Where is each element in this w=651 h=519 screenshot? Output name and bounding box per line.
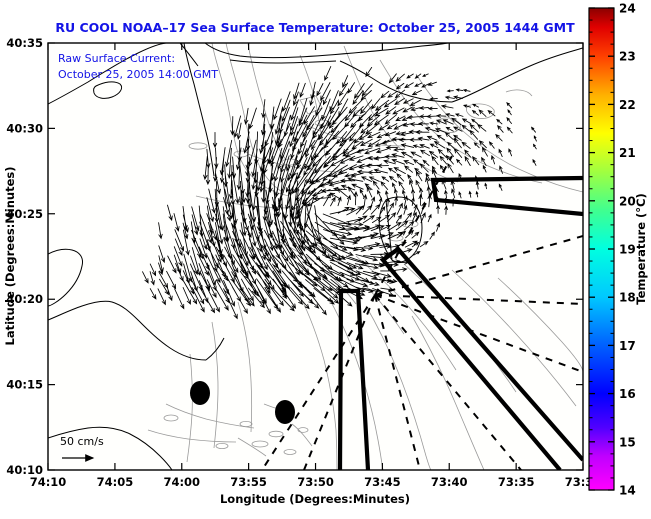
colorbar-label: Temperature (°C)	[634, 193, 648, 304]
scale-legend: 50 cm/s	[60, 435, 104, 462]
colorbar-tick-label: 15	[619, 435, 636, 449]
colorbar-tick-label: 24	[619, 2, 636, 16]
y-tick-label: 40:20	[6, 292, 43, 306]
colorbar-tick-label: 19	[619, 243, 636, 257]
colorbar-ticks: 14 15 16 17 18 19 20 21 22 23 24	[589, 2, 636, 498]
x-tick-label: 74:10	[30, 475, 67, 489]
annotation-line-1: Raw Surface Current:	[58, 52, 175, 65]
y-tick-label: 40:15	[6, 378, 43, 392]
colorbar-tick-label: 21	[619, 146, 636, 160]
radar-coverage-wedges	[337, 175, 583, 470]
surface-current-quiver-field	[142, 66, 537, 320]
y-axis-label: Latitude (Degrees:Minutes)	[3, 167, 17, 346]
y-tick-label: 40:25	[6, 207, 43, 221]
x-tick-label: 73:40	[431, 475, 468, 489]
station-marker	[275, 400, 295, 424]
colorbar-tick-label: 16	[619, 387, 636, 401]
x-tick-label: 73:35	[498, 475, 535, 489]
colorbar-tick-label: 18	[619, 291, 636, 305]
y-axis-ticks: 40:10 40:15 40:20 40:25 40:30 40:35	[6, 36, 583, 477]
x-tick-label: 73:55	[230, 475, 267, 489]
station-markers	[190, 381, 295, 424]
page-title: RU COOL NOAA–17 Sea Surface Temperature:…	[55, 20, 575, 35]
station-marker	[190, 381, 210, 405]
x-tick-label: 74:05	[97, 475, 134, 489]
current-vectors	[142, 66, 537, 320]
colorbar-tick-label: 22	[619, 98, 636, 112]
colorbar-tick-label: 23	[619, 50, 636, 64]
colorbar-tick-label: 20	[619, 194, 636, 208]
scale-legend-label: 50 cm/s	[60, 435, 104, 448]
y-tick-label: 40:10	[6, 463, 43, 477]
x-axis-ticks: 74:10 74:05 74:00 73:55 73:50 73:45 73:40 73:35…	[30, 43, 601, 489]
coastline-contours	[48, 43, 583, 470]
annotation-line-2: October 25, 2005 14:00 GMT	[58, 68, 218, 81]
x-tick-label: 73:45	[364, 475, 401, 489]
colorbar-tick-label: 14	[619, 484, 636, 498]
y-tick-label: 40:30	[6, 121, 43, 135]
x-tick-label: 74:00	[163, 475, 200, 489]
y-tick-label: 40:35	[6, 36, 43, 50]
x-axis-label: Longitude (Degrees:Minutes)	[220, 492, 410, 506]
colorbar-tick-label: 17	[619, 339, 636, 353]
colorbar: 14 15 16 17 18 19 20 21 22 23 24 Temperature (°C)	[588, 2, 648, 498]
x-tick-label: 73:50	[297, 475, 334, 489]
